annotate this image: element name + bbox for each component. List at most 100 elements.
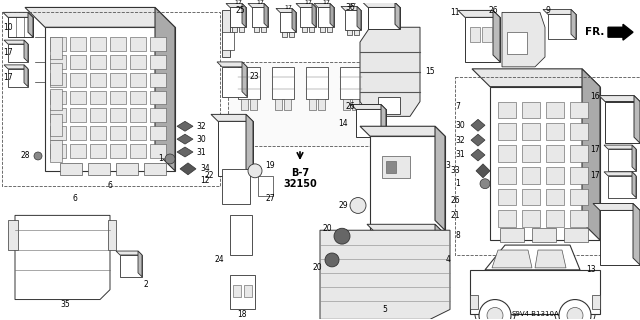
Bar	[90, 73, 106, 87]
Text: 6: 6	[72, 194, 77, 203]
Bar	[228, 62, 373, 146]
Bar	[60, 163, 82, 175]
Polygon shape	[246, 114, 253, 176]
Bar	[244, 285, 252, 297]
Polygon shape	[458, 11, 500, 17]
Bar	[522, 145, 540, 162]
Bar	[522, 101, 540, 118]
Bar	[498, 189, 516, 205]
Bar	[150, 126, 166, 140]
Bar	[498, 211, 516, 227]
Bar	[546, 101, 564, 118]
Text: 26: 26	[488, 6, 498, 15]
Text: 32: 32	[456, 136, 465, 145]
Bar	[130, 144, 146, 158]
Polygon shape	[24, 65, 28, 87]
Polygon shape	[375, 232, 443, 292]
Bar	[522, 167, 540, 184]
FancyArrow shape	[608, 24, 633, 40]
Polygon shape	[320, 230, 450, 319]
Bar	[320, 27, 325, 32]
Text: 32150: 32150	[283, 179, 317, 189]
Bar	[50, 108, 66, 122]
Text: 15: 15	[425, 67, 435, 76]
Text: 26: 26	[451, 196, 460, 205]
Polygon shape	[471, 119, 485, 131]
Polygon shape	[571, 9, 576, 39]
Bar	[90, 91, 106, 105]
Polygon shape	[435, 224, 443, 292]
Bar	[470, 295, 478, 309]
Text: 6: 6	[108, 181, 113, 190]
Bar	[108, 220, 116, 250]
Text: 31: 31	[456, 150, 465, 159]
Polygon shape	[604, 172, 636, 176]
Text: 17: 17	[284, 5, 292, 10]
Text: 17: 17	[304, 0, 312, 5]
Polygon shape	[4, 40, 28, 44]
Bar	[318, 99, 325, 110]
Polygon shape	[470, 270, 600, 314]
Polygon shape	[395, 3, 400, 29]
Bar	[239, 27, 244, 32]
Polygon shape	[490, 87, 600, 240]
Polygon shape	[155, 7, 175, 171]
Text: B-7: B-7	[291, 168, 309, 178]
Bar	[222, 169, 250, 204]
Polygon shape	[381, 105, 386, 137]
Bar	[70, 73, 86, 87]
Bar	[130, 91, 146, 105]
Bar	[130, 126, 146, 140]
Bar	[90, 55, 106, 69]
Bar	[382, 156, 410, 178]
Bar	[302, 27, 307, 32]
Text: 25: 25	[235, 6, 245, 15]
Bar	[150, 108, 166, 122]
Polygon shape	[8, 69, 28, 87]
Bar	[50, 73, 66, 87]
Bar	[8, 220, 18, 250]
Bar	[522, 123, 540, 140]
Text: 17: 17	[322, 0, 330, 5]
Polygon shape	[604, 145, 636, 149]
Bar	[546, 145, 564, 162]
Polygon shape	[45, 27, 175, 171]
Text: 12: 12	[200, 176, 210, 185]
Bar	[532, 228, 556, 242]
Circle shape	[334, 228, 350, 244]
Polygon shape	[345, 11, 361, 30]
Bar	[289, 32, 294, 37]
Text: 33: 33	[451, 166, 460, 175]
Circle shape	[480, 179, 490, 189]
Text: 4: 4	[445, 255, 451, 264]
Text: 18: 18	[237, 310, 247, 319]
Bar	[50, 63, 62, 85]
Polygon shape	[138, 251, 142, 277]
Text: 26: 26	[346, 102, 355, 111]
Bar	[150, 73, 166, 87]
Text: S9V4-B1310A: S9V4-B1310A	[511, 311, 559, 317]
Polygon shape	[600, 211, 640, 265]
Bar	[110, 91, 126, 105]
Bar	[110, 108, 126, 122]
Circle shape	[350, 197, 366, 213]
Bar	[110, 73, 126, 87]
Bar	[50, 91, 66, 105]
Bar	[110, 55, 126, 69]
Polygon shape	[367, 224, 443, 232]
Polygon shape	[264, 4, 268, 27]
Text: 3: 3	[445, 161, 451, 170]
Bar	[261, 27, 266, 32]
Text: 17: 17	[3, 49, 13, 58]
Bar	[150, 91, 166, 105]
Bar	[254, 27, 259, 32]
Text: 17: 17	[3, 73, 13, 82]
Polygon shape	[605, 101, 640, 143]
Polygon shape	[177, 134, 193, 144]
Bar	[386, 161, 396, 173]
Bar	[570, 211, 588, 227]
Polygon shape	[535, 250, 566, 268]
Bar	[275, 99, 282, 110]
Text: 17: 17	[256, 0, 264, 5]
Bar	[90, 126, 106, 140]
